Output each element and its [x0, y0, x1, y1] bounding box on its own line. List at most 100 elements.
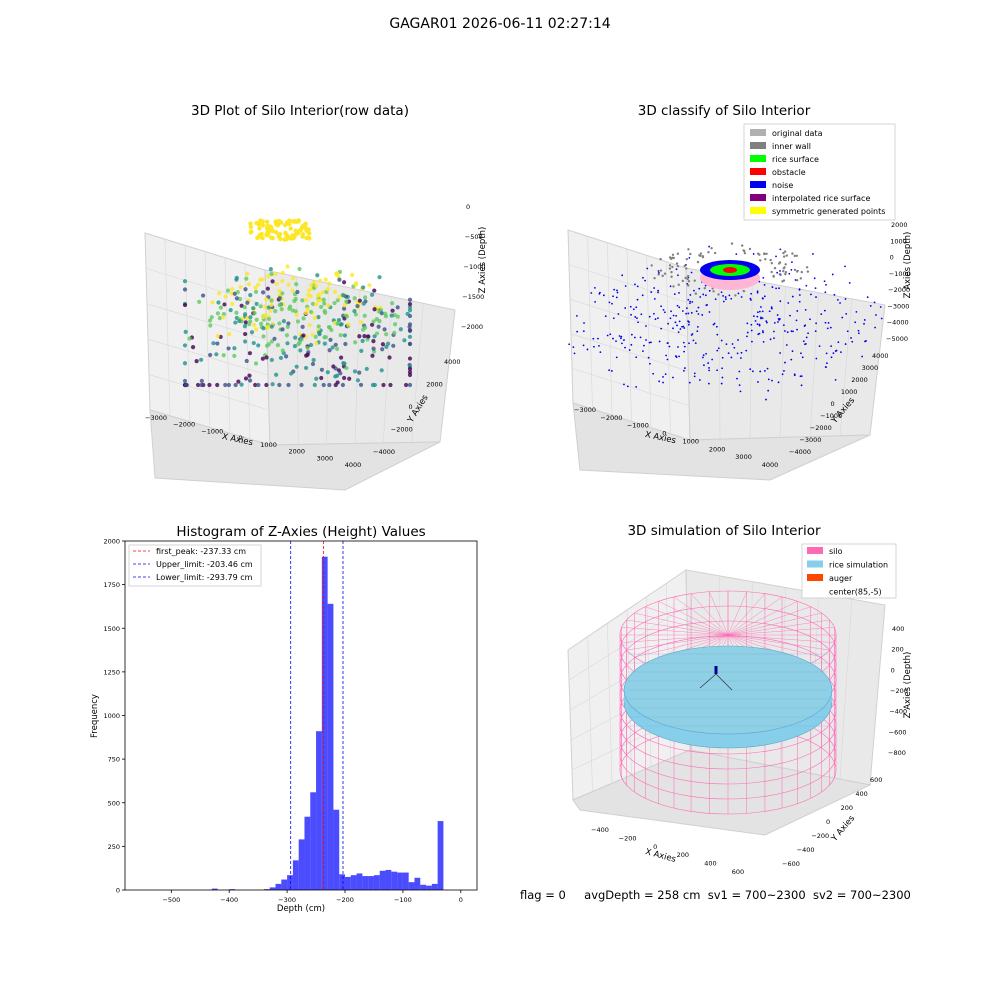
- noise-point: [815, 322, 817, 325]
- noise-point: [685, 307, 688, 310]
- raw-point: [251, 306, 256, 311]
- raw-point: [381, 382, 386, 388]
- simulation-y-tick-label: 200: [841, 804, 853, 812]
- classify-y-tick-label: −2000: [810, 424, 832, 432]
- raw-point: [380, 342, 386, 347]
- classify-y-tick-label: −3000: [799, 436, 821, 444]
- raw-point: [311, 357, 316, 363]
- raw-point: [362, 295, 368, 300]
- histogram-bar: [287, 875, 293, 890]
- raw-point: [214, 352, 219, 357]
- raw-point: [372, 334, 377, 339]
- noise-point: [716, 349, 719, 352]
- raw-point: [223, 382, 228, 388]
- noise-point: [645, 325, 647, 327]
- raw-point: [357, 334, 362, 339]
- inner-wall-point: [699, 252, 703, 255]
- raw-point: [217, 316, 222, 321]
- raw-point: [331, 364, 336, 369]
- raw-point: [347, 376, 352, 381]
- noise-point: [778, 287, 780, 290]
- noise-point: [689, 300, 692, 303]
- noise-point: [782, 324, 785, 326]
- noise-point: [763, 284, 766, 286]
- noise-point: [863, 322, 865, 325]
- noise-point: [728, 294, 731, 297]
- silo-roof-spoke: [621, 627, 729, 636]
- noise-point: [699, 296, 702, 298]
- raw-point: [341, 361, 346, 366]
- noise-point: [642, 350, 644, 353]
- inner-wall-point: [676, 264, 680, 268]
- noise-point: [677, 331, 680, 333]
- inner-wall-point: [659, 257, 662, 261]
- inner-wall-point: [742, 289, 746, 293]
- noise-point: [733, 346, 736, 349]
- noise-point: [854, 321, 857, 324]
- noise-point: [823, 280, 826, 283]
- noise-point: [779, 300, 782, 303]
- noise-point: [685, 312, 688, 315]
- noise-point: [824, 309, 826, 312]
- noise-point: [608, 369, 611, 372]
- raw-point: [215, 341, 220, 346]
- noise-point: [830, 356, 833, 359]
- raw-point: [341, 280, 347, 285]
- gridline: [569, 298, 688, 338]
- noise-point: [739, 390, 742, 393]
- simulation-x-axis-label: X Axies: [644, 847, 677, 865]
- raw-point: [357, 370, 362, 375]
- raw-point: [321, 382, 326, 388]
- noise-point: [648, 315, 651, 318]
- raw-point: [342, 375, 347, 381]
- raw-z-tick-label: −1500: [462, 293, 484, 301]
- raw-point: [199, 378, 204, 383]
- raw-point: [395, 305, 400, 310]
- raw-point: [244, 358, 249, 364]
- raw-point: [264, 343, 270, 348]
- inner-wall-point: [696, 260, 700, 264]
- noise-point: [698, 379, 701, 381]
- raw-point: [195, 382, 201, 388]
- x-tick-label: −400: [220, 896, 238, 904]
- classify-y-tick-label: 4000: [872, 352, 889, 360]
- noise-point: [647, 356, 650, 359]
- noise-point: [809, 318, 811, 321]
- raw-point: [248, 221, 253, 226]
- raw-point: [274, 372, 279, 377]
- legend-label: noise: [772, 181, 793, 190]
- noise-point: [737, 292, 740, 295]
- noise-point: [660, 305, 662, 308]
- raw-point: [296, 230, 301, 236]
- noise-point: [804, 309, 807, 311]
- raw-point: [260, 219, 265, 224]
- classify-y-tick-label: 2000: [851, 376, 868, 384]
- raw-point: [376, 324, 381, 329]
- noise-point: [592, 337, 595, 340]
- legend-swatch: [750, 129, 766, 136]
- noise-point: [749, 368, 752, 371]
- noise-point: [612, 337, 614, 340]
- raw-point: [253, 361, 259, 366]
- histogram-bar: [408, 882, 415, 890]
- raw-z-tick-label: −2000: [461, 323, 483, 331]
- noise-point: [740, 351, 743, 354]
- noise-point: [572, 346, 575, 349]
- noise-point: [796, 328, 798, 331]
- noise-point: [803, 325, 806, 327]
- simulation-x-tick-labels: −400 −200 0 200 400 600: [591, 826, 744, 876]
- raw-point: [242, 324, 248, 329]
- raw-point: [293, 309, 298, 314]
- noise-point: [777, 317, 780, 320]
- raw-point: [245, 315, 250, 321]
- raw-point: [253, 285, 258, 290]
- noise-point: [790, 268, 793, 271]
- noise-point: [610, 370, 613, 372]
- raw-point: [252, 322, 257, 328]
- raw-point: [407, 370, 413, 375]
- inner-wall-point: [800, 270, 804, 274]
- noise-point: [573, 352, 576, 355]
- noise-point: [800, 384, 803, 387]
- noise-point: [754, 320, 757, 322]
- raw-point: [314, 283, 319, 288]
